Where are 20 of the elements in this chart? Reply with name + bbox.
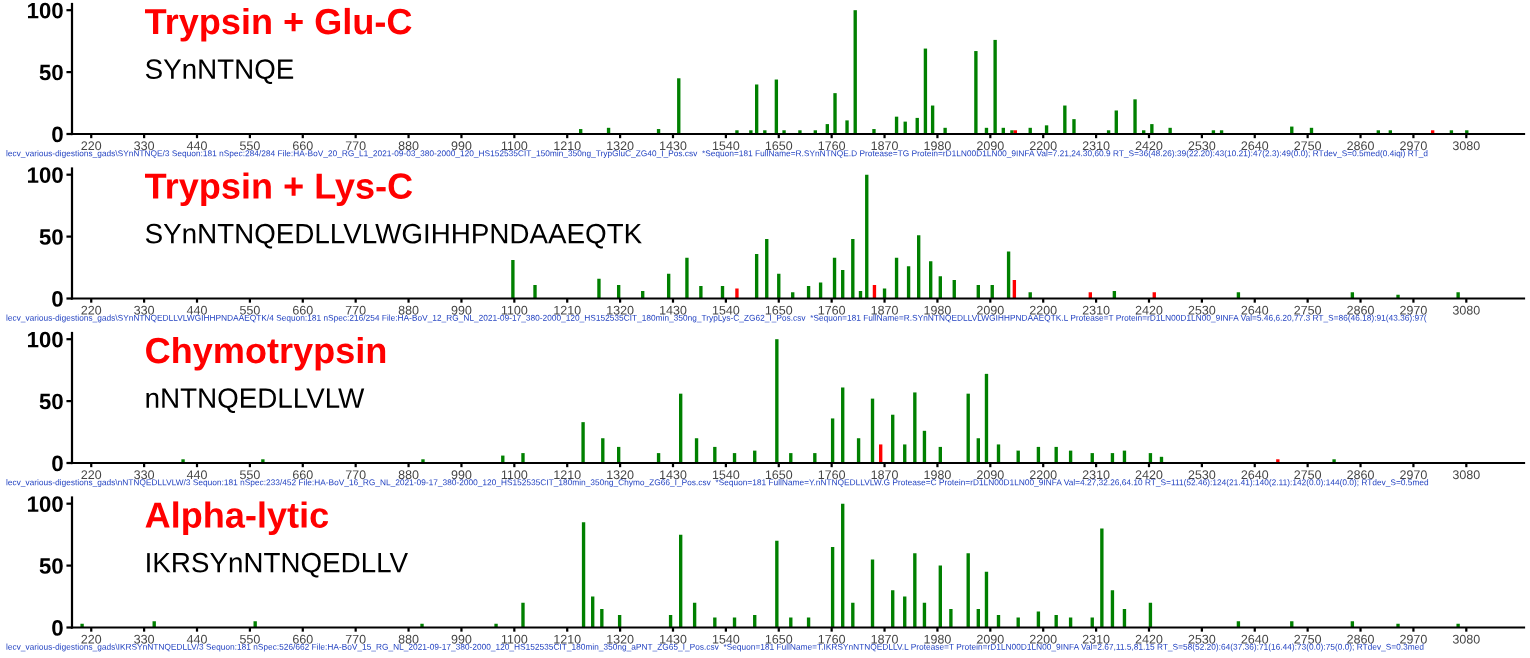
text: SYnNTNQE <box>145 59 294 84</box>
y-tick-label: 100 <box>27 496 63 512</box>
chart-title: Trypsin + Lys-C <box>145 172 413 207</box>
text: nNTNQEDLLVLW <box>146 388 365 413</box>
y-tick-label: 100 <box>27 331 63 348</box>
y-tick-label: 50 <box>39 64 63 81</box>
chart-title: Trypsin + Glu-C <box>145 7 412 42</box>
y-tick-label: 100 <box>27 167 63 183</box>
y-tick-label: 0 <box>52 620 63 636</box>
y-tick-label: 50 <box>39 558 63 574</box>
text: SYnNTNQEDLLVLWGIHHPNDAAEQTK <box>145 223 642 249</box>
chart-title: Alpha-lytic <box>145 501 329 536</box>
chart-title: Chymotrypsin <box>146 336 386 371</box>
text: IKRSYnNTNQEDLLV <box>147 552 408 578</box>
y-tick-label: 0 <box>52 291 63 307</box>
y-tick-label: 100 <box>27 2 63 19</box>
y-tick-label: 50 <box>39 393 63 410</box>
y-tick-label: 0 <box>52 455 63 472</box>
y-tick-label: 0 <box>52 126 63 143</box>
y-tick-label: 50 <box>39 229 63 245</box>
